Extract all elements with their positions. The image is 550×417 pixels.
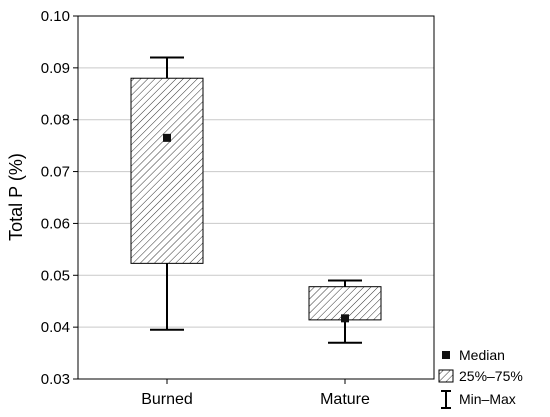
x-tick-label: Mature	[320, 391, 370, 408]
median-marker	[341, 314, 349, 323]
y-tick-label: 0.06	[41, 215, 70, 232]
legend-minmax-label: Min–Max	[459, 391, 516, 407]
y-tick-label: 0.03	[41, 371, 70, 388]
y-axis-title: Total P (%)	[6, 153, 26, 241]
iqr-box	[130, 77, 204, 264]
y-axis-ticks: 0.03 0.04 0.05 0.06 0.07 0.08 0.09 0.10	[41, 8, 78, 388]
box-series	[130, 56, 382, 344]
legend: Median 25%–75% Min–Max	[438, 347, 523, 409]
legend-iqr-swatch	[438, 369, 454, 383]
median-marker	[163, 133, 171, 142]
y-tick-label: 0.09	[41, 60, 70, 77]
y-tick-label: 0.07	[41, 164, 70, 181]
legend-iqr-label: 25%–75%	[459, 368, 523, 384]
x-axis-ticks: Burned Mature	[141, 379, 370, 408]
box-mature	[308, 279, 382, 344]
legend-median-label: Median	[459, 347, 505, 363]
x-tick-label: Burned	[141, 391, 193, 408]
y-tick-label: 0.04	[41, 319, 70, 336]
legend-whisker-icon	[441, 390, 451, 409]
y-tick-label: 0.05	[41, 267, 70, 284]
legend-median-marker	[442, 351, 450, 359]
y-tick-label: 0.08	[41, 112, 70, 129]
plot-area-frame	[77, 15, 435, 380]
box-burned	[130, 56, 204, 331]
y-tick-label: 0.10	[41, 8, 70, 25]
